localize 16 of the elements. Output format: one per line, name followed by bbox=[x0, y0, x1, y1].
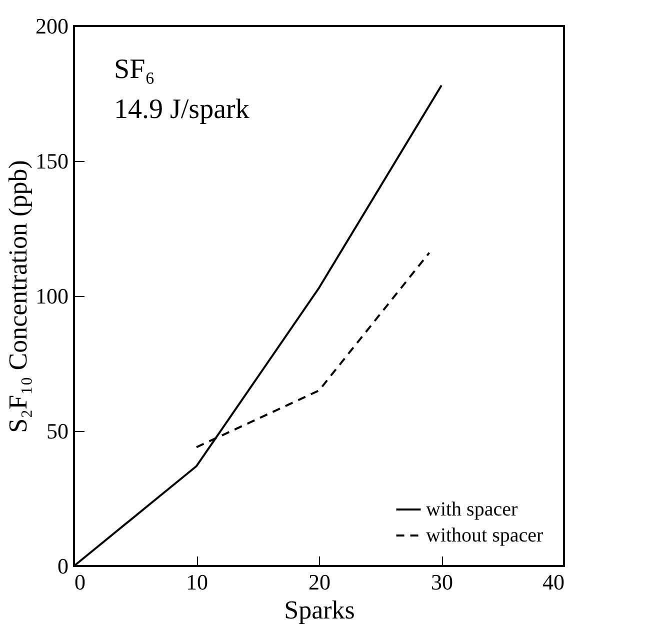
x-tick-label: 0 bbox=[74, 570, 86, 594]
y-tick-label: 200 bbox=[36, 14, 68, 38]
annotation: SF₆ bbox=[114, 54, 155, 85]
legend-label: with spacer bbox=[426, 498, 518, 520]
x-tick-label: 20 bbox=[308, 570, 330, 594]
legend-label: without spacer bbox=[426, 524, 544, 546]
x-axis-title: Sparks bbox=[284, 596, 355, 624]
x-tick-label: 30 bbox=[431, 570, 453, 594]
y-tick-label: 0 bbox=[58, 554, 68, 578]
y-axis-title: S₂F₁₀ Concentration (ppb) bbox=[4, 160, 32, 433]
annotation: 14.9 J/spark bbox=[114, 94, 250, 125]
y-tick-label: 150 bbox=[36, 148, 68, 174]
y-tick-label: 50 bbox=[46, 418, 68, 444]
x-tick-label: 10 bbox=[186, 570, 208, 594]
x-tick-label: 40 bbox=[542, 570, 564, 594]
y-tick-label: 100 bbox=[36, 284, 68, 308]
